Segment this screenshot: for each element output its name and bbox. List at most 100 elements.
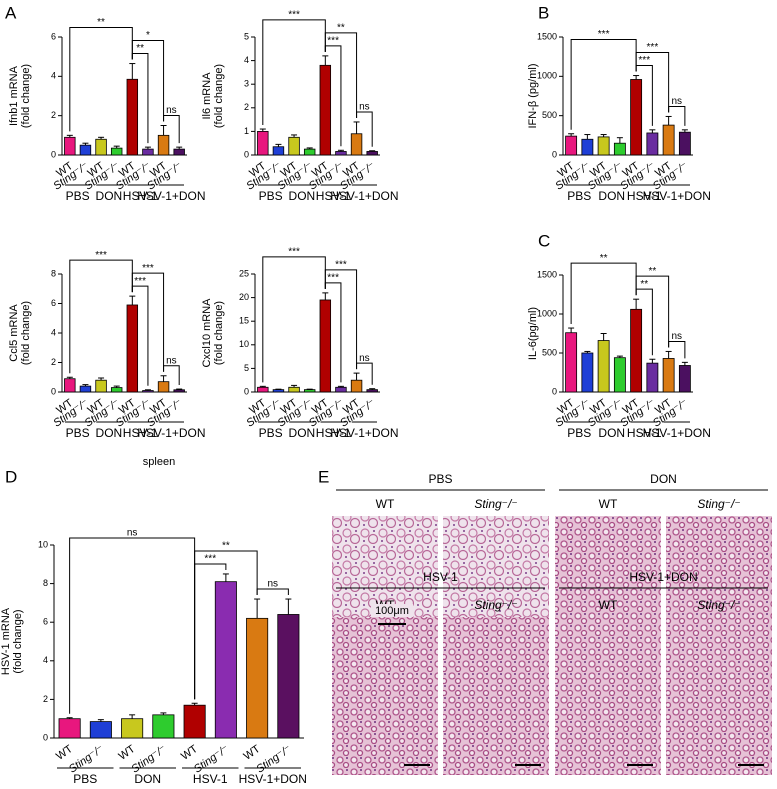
error-bar [584, 135, 590, 140]
group-label: PBS [66, 426, 90, 440]
significance-bracket [70, 28, 133, 132]
bar [320, 65, 331, 155]
genotype-label: Sting⁻/⁻ [474, 598, 517, 612]
y-axis-label: Cxcl10 mRNA [201, 298, 213, 368]
bar [273, 390, 284, 392]
bar [679, 365, 690, 392]
scale-bar-label: 100μm [375, 605, 409, 617]
error-bar [633, 299, 639, 309]
bar [215, 582, 236, 738]
significance-label: *** [638, 55, 650, 66]
significance-label: ** [222, 541, 230, 552]
bar [247, 618, 268, 738]
bar [96, 380, 107, 392]
bar [598, 341, 609, 392]
y-axis-label: (fold change) [213, 301, 225, 365]
significance-label: ns [127, 528, 138, 539]
group-label: HSV-1+DON [137, 189, 205, 203]
y-axis-label: Il6 mRNA [201, 72, 213, 120]
group-label: HSV-1 [193, 772, 228, 784]
bar [614, 358, 625, 392]
y-tick-label: 1500 [537, 269, 557, 279]
genotype-label: WT [599, 497, 618, 511]
bar [174, 390, 185, 392]
bar [631, 309, 642, 392]
significance-label: *** [288, 247, 300, 258]
x-tick-label: WT [117, 743, 138, 763]
bar [153, 715, 174, 738]
group-label: DON [134, 772, 161, 784]
y-tick-label: 2 [51, 357, 56, 367]
error-bar [129, 296, 135, 305]
bar [111, 388, 122, 392]
bar [90, 722, 111, 738]
group-label: PBS [428, 472, 452, 486]
group-label: HSV-1+DON [239, 772, 307, 784]
y-axis-label: Ccl5 mRNA [8, 304, 20, 362]
error-bar [223, 574, 229, 582]
panel-letter: A [5, 3, 17, 22]
bar [258, 131, 269, 155]
bar [679, 132, 690, 155]
panel-letter: B [538, 3, 549, 22]
bar [96, 139, 107, 155]
bar [122, 719, 143, 738]
y-axis-label: IL-6(pg/ml) [527, 307, 539, 360]
error-bar [666, 116, 672, 125]
group-label: HSV-1+DON [330, 189, 398, 203]
bar [304, 390, 315, 392]
y-tick-label: 0 [552, 149, 557, 159]
bar [127, 79, 138, 155]
y-tick-label: 8 [43, 578, 48, 588]
significance-bracket [70, 260, 133, 373]
bar [127, 305, 138, 392]
error-bar [129, 64, 135, 80]
significance-bracket [571, 40, 636, 130]
chart-title: spleen [143, 456, 175, 468]
bar [111, 148, 122, 155]
significance-label: *** [335, 260, 347, 271]
bar [582, 353, 593, 392]
significance-label: *** [647, 42, 659, 53]
genotype-label: Sting⁻/⁻ [474, 497, 517, 511]
group-label: PBS [66, 189, 90, 203]
y-tick-label: 6 [51, 298, 56, 308]
bar [289, 387, 300, 392]
bar [647, 363, 658, 392]
group-label: PBS [567, 426, 591, 440]
y-tick-label: 4 [51, 327, 56, 337]
bar [598, 137, 609, 155]
significance-label: ns [671, 331, 682, 342]
y-tick-label: 1500 [537, 31, 557, 41]
genotype-label: Sting⁻/⁻ [697, 598, 740, 612]
error-bar [354, 122, 360, 134]
y-tick-label: 0 [244, 149, 249, 159]
bar [566, 333, 577, 392]
significance-label: *** [134, 276, 146, 287]
bar [65, 379, 76, 392]
y-tick-label: 2 [244, 102, 249, 112]
group-label: HSV-1+DON [629, 570, 697, 584]
bar [320, 300, 331, 392]
significance-bracket [263, 20, 326, 125]
bar [582, 139, 593, 155]
y-tick-label: 4 [51, 71, 56, 81]
y-tick-label: 10 [38, 539, 48, 549]
error-bar [322, 293, 328, 300]
bar [631, 79, 642, 155]
group-label: DON [289, 189, 316, 203]
bar [351, 134, 362, 155]
bar [278, 614, 299, 738]
significance-bracket [669, 341, 685, 358]
x-tick-label: Sting⁻/⁻ [129, 743, 169, 776]
significance-bracket [571, 263, 636, 324]
significance-label: * [146, 30, 150, 41]
x-tick-label: WT [54, 743, 75, 763]
panel-letter: E [318, 467, 329, 486]
x-tick-label: WT [242, 743, 263, 763]
significance-label: ns [166, 355, 177, 366]
group-label: DON [289, 426, 316, 440]
error-bar [161, 126, 167, 136]
bar [663, 125, 674, 155]
y-tick-label: 2 [51, 110, 56, 120]
